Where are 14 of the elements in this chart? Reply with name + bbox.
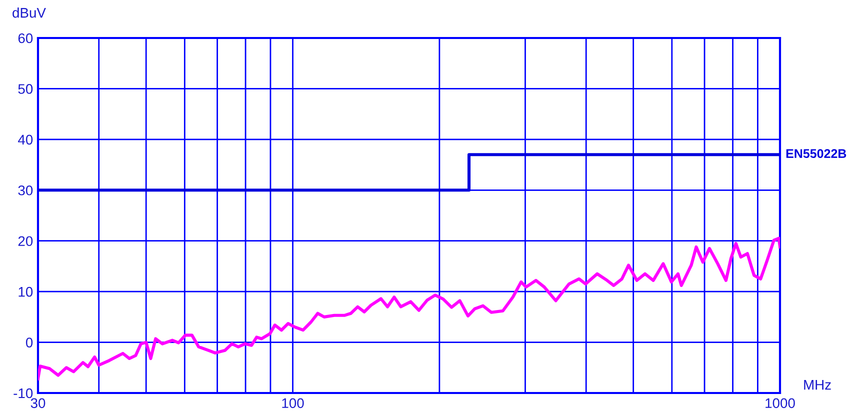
x-axis-title: MHz xyxy=(804,380,831,390)
x-tick-label: 100 xyxy=(282,398,304,408)
y-tick-label: 10 xyxy=(18,286,33,297)
y-axis-title: dBuV xyxy=(12,8,46,18)
y-tick-label: 20 xyxy=(18,236,33,246)
y-tick-label: 0 xyxy=(26,338,33,348)
y-tick-label: 40 xyxy=(18,134,33,145)
x-tick-label: 30 xyxy=(30,398,46,408)
x-tick-label: 1000 xyxy=(766,398,795,408)
y-tick-label: -10 xyxy=(14,388,33,398)
series-label: EN55022B xyxy=(786,149,846,158)
y-tick-label: 60 xyxy=(18,33,33,44)
y-tick-label: 30 xyxy=(18,185,33,196)
y-tick-label: 50 xyxy=(18,84,33,94)
